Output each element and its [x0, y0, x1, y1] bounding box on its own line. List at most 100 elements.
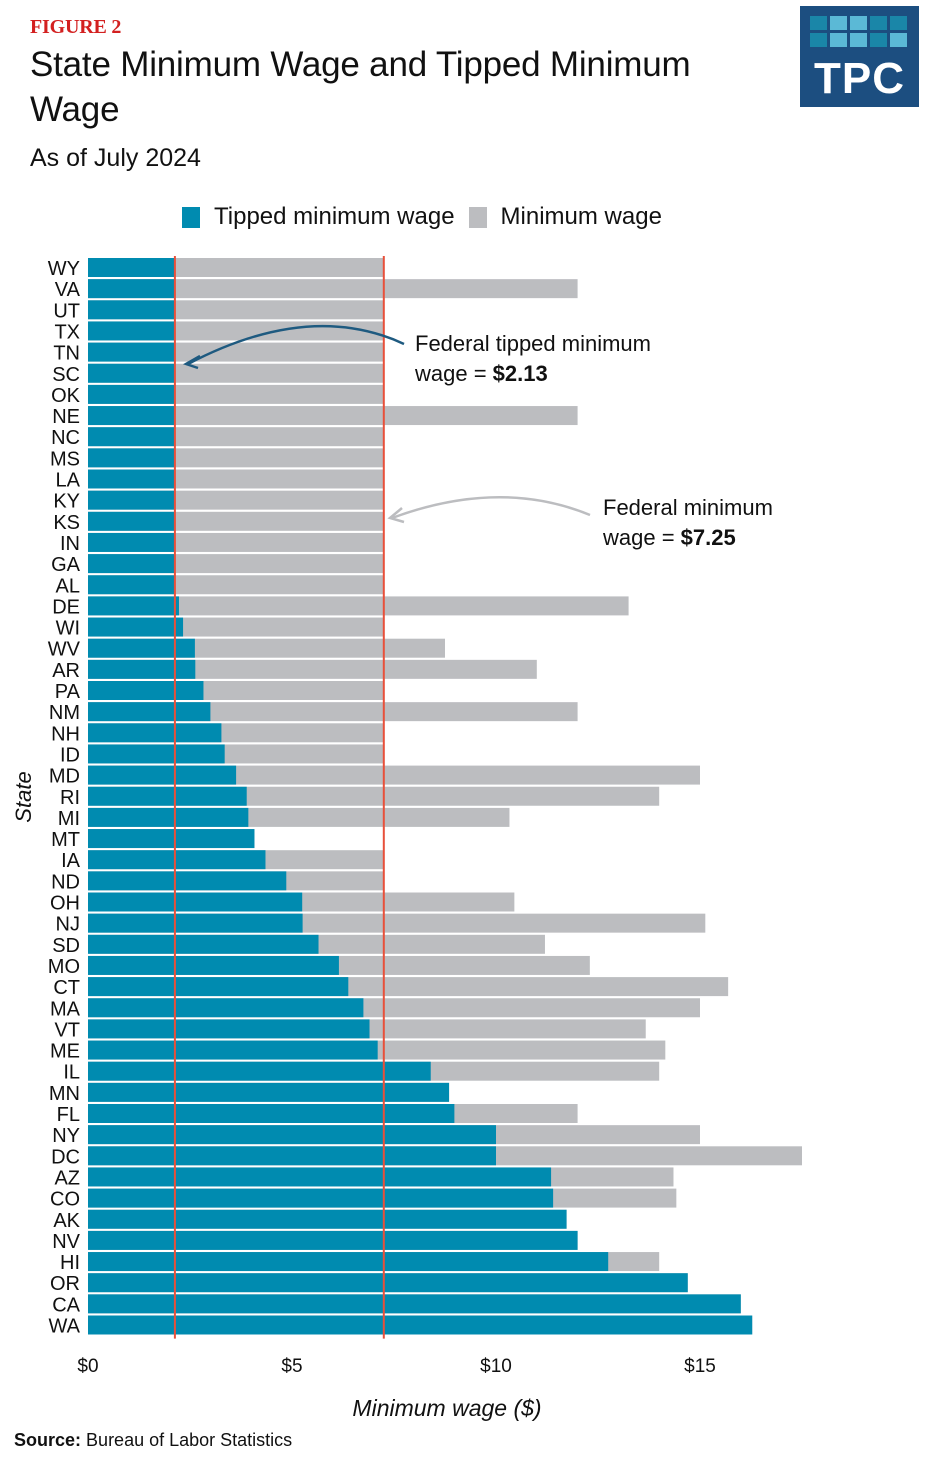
bar-tipped-wage-nd — [88, 871, 287, 891]
bar-tipped-wage-dc — [88, 1146, 496, 1166]
legend-swatch-minimum — [468, 206, 487, 228]
y-tick-label: AK — [53, 1210, 80, 1232]
logo-tile — [850, 16, 867, 30]
legend-swatch-tipped — [182, 206, 200, 228]
bar-tipped-wage-tn — [88, 342, 175, 362]
y-tick-label: NY — [52, 1125, 80, 1147]
bar-tipped-wage-sd — [88, 934, 319, 954]
y-tick-label: HI — [60, 1252, 80, 1274]
bar-tipped-wage-wi — [88, 617, 184, 637]
y-tick-label: VT — [54, 1019, 80, 1041]
bar-tipped-wage-me — [88, 1040, 378, 1060]
bar-tipped-wage-nj — [88, 913, 303, 933]
y-tick-label: PA — [55, 681, 81, 703]
arrowhead-tipped — [182, 354, 201, 370]
y-tick-label: NM — [49, 702, 80, 724]
y-tick-label: MA — [50, 998, 81, 1020]
bar-tipped-wage-il — [88, 1061, 431, 1081]
y-tick-label: WV — [48, 639, 81, 661]
y-tick-label: CT — [53, 977, 80, 999]
logo-tile — [870, 33, 887, 47]
y-tick-label: IN — [60, 533, 80, 555]
bar-tipped-wage-ri — [88, 786, 247, 806]
y-tick-label: MS — [50, 448, 80, 470]
logo-text: TPC — [814, 54, 905, 103]
y-tick-label: NH — [51, 723, 80, 745]
bar-tipped-wage-id — [88, 744, 225, 764]
bar-tipped-wage-ga — [88, 554, 175, 574]
legend-item-tipped: Tipped minimum wage — [182, 203, 455, 231]
bar-tipped-wage-ks — [88, 511, 175, 531]
x-tick-label: $15 — [684, 1356, 716, 1377]
bar-tipped-wage-co — [88, 1188, 554, 1208]
y-tick-label: TN — [53, 343, 80, 365]
annotation-federal-tipped-line1: Federal tipped minimum — [415, 331, 651, 356]
bar-tipped-wage-fl — [88, 1104, 455, 1123]
bar-tipped-wage-nm — [88, 702, 211, 722]
bar-tipped-wage-ok — [88, 384, 175, 404]
y-tick-label: AZ — [54, 1167, 80, 1189]
y-tick-label: AR — [52, 660, 80, 682]
bar-tipped-wage-ca — [88, 1294, 741, 1314]
x-tick-label: $0 — [77, 1356, 98, 1377]
tpc-logo: TPC — [800, 6, 919, 107]
bar-tipped-wage-ny — [88, 1125, 496, 1145]
bar-tipped-wage-de — [88, 596, 179, 616]
y-tick-label: ME — [50, 1041, 80, 1063]
arrow-tipped-annotation — [187, 324, 405, 366]
bar-minimum-wage-de — [88, 596, 629, 616]
y-tick-label: KY — [53, 491, 80, 513]
x-axis-title: Minimum wage ($) — [352, 1395, 541, 1421]
logo-tile — [810, 16, 827, 30]
legend: Tipped minimum wage Minimum wage — [182, 203, 676, 231]
y-tick-label: LA — [56, 470, 81, 492]
y-tick-label: DC — [51, 1146, 80, 1168]
y-tick-label: IL — [63, 1062, 80, 1084]
logo-tile — [830, 33, 847, 47]
y-tick-label: GA — [51, 554, 81, 576]
bar-tipped-wage-ct — [88, 977, 349, 997]
arrow-minimum-annotation — [391, 495, 591, 520]
bar-tipped-wage-or — [88, 1273, 688, 1293]
y-tick-label: DE — [52, 596, 80, 618]
legend-label-minimum: Minimum wage — [500, 203, 662, 230]
y-tick-label: UT — [53, 300, 80, 322]
bar-tipped-wage-ms — [88, 448, 175, 468]
logo-tile — [810, 33, 827, 47]
y-axis-title: State — [11, 771, 36, 822]
bar-tipped-wage-ut — [88, 300, 175, 320]
bar-tipped-wage-ne — [88, 406, 175, 426]
bar-tipped-wage-in — [88, 532, 175, 552]
logo-tile — [890, 16, 907, 30]
logo-tile — [890, 33, 907, 47]
annotation-federal-minimum-line1: Federal minimum — [603, 495, 773, 520]
bar-tipped-wage-ak — [88, 1209, 567, 1229]
bar-tipped-wage-nv — [88, 1230, 578, 1250]
y-tick-label: TX — [54, 321, 80, 343]
y-tick-label: VA — [55, 279, 81, 301]
bar-tipped-wage-la — [88, 469, 175, 489]
y-tick-label: NV — [52, 1231, 80, 1253]
y-tick-label: AL — [56, 575, 80, 597]
source-note: Source: Bureau of Labor Statistics — [14, 1430, 292, 1451]
y-tick-label: SD — [52, 935, 80, 957]
bar-tipped-wage-ma — [88, 998, 364, 1018]
source-text: Bureau of Labor Statistics — [86, 1430, 293, 1450]
x-tick-label: $5 — [281, 1356, 302, 1377]
logo-tile-grid — [810, 16, 907, 47]
y-tick-label: MI — [58, 808, 80, 830]
bar-minimum-wage-ne — [88, 406, 578, 426]
legend-item-minimum: Minimum wage — [468, 203, 662, 231]
y-tick-label: MO — [48, 956, 80, 978]
logo-tile — [830, 16, 847, 30]
bar-tipped-wage-al — [88, 575, 175, 595]
x-tick-label: $10 — [480, 1356, 512, 1377]
y-tick-label: OR — [50, 1273, 80, 1295]
annotation-federal-minimum-prefix: wage = — [602, 525, 681, 550]
bar-tipped-wage-hi — [88, 1252, 609, 1272]
y-tick-label: ID — [60, 744, 80, 766]
bar-tipped-wage-oh — [88, 892, 303, 912]
y-tick-label: KS — [53, 512, 80, 534]
bar-tipped-wage-nc — [88, 427, 175, 447]
